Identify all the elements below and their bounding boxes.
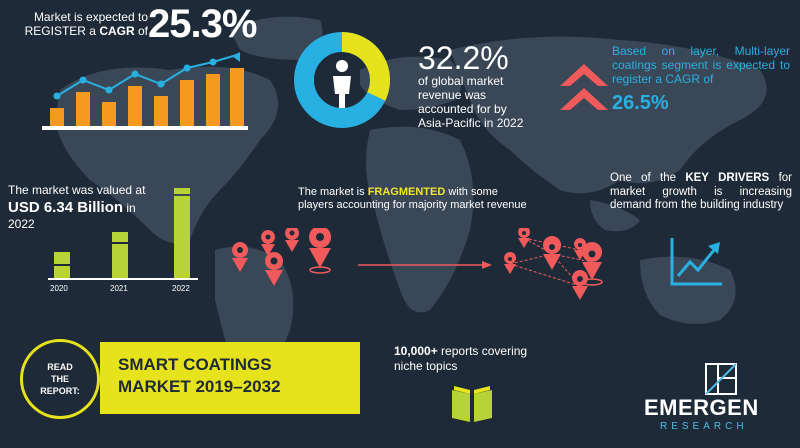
open-book-icon xyxy=(452,386,492,422)
reports-count-suffix: reports covering niche topics xyxy=(394,344,528,373)
key-drivers-suffix: for market growth is increasing demand f… xyxy=(610,172,792,211)
growth-bars-icon xyxy=(42,52,248,130)
asia-pacific-share-value: 32.2% xyxy=(418,40,509,76)
asia-pacific-donut-icon xyxy=(294,32,390,128)
cagr-caption-line2: REGISTER a CAGR of xyxy=(18,24,148,38)
key-drivers-bold: KEY DRIVERS xyxy=(685,172,770,184)
read-label-line2: THE xyxy=(51,374,69,384)
trend-chart-icon xyxy=(670,238,722,286)
key-drivers-prefix: One of the xyxy=(610,172,686,184)
cagr-caption: Market is expected to REGISTER a CAGR of xyxy=(18,10,148,38)
report-title[interactable]: SMART COATINGS MARKET 2019–2032 xyxy=(118,354,348,398)
logo-wordmark: EMERGEN xyxy=(644,395,759,420)
bar-year-2022: 2022 xyxy=(172,284,190,293)
fragmented-highlight: FRAGMENTED xyxy=(367,186,446,198)
key-drivers-caption: One of the KEY DRIVERS for market growth… xyxy=(610,172,792,213)
report-title-line1: SMART COATINGS xyxy=(118,355,272,374)
cagr-caption-bold: CAGR xyxy=(99,24,135,38)
valuation-amount-line: USD 6.34 Billion in xyxy=(8,199,136,216)
valuation-amount: USD 6.34 Billion xyxy=(8,199,124,216)
location-pins-left-icon xyxy=(232,228,332,286)
fragmented-prefix: The market is xyxy=(298,186,368,198)
layer-cagr-value: 26.5% xyxy=(612,92,669,114)
report-title-line2: MARKET 2019–2032 xyxy=(118,377,281,396)
read-report-badge[interactable] xyxy=(20,339,100,419)
valuation-amount-suffix: in xyxy=(123,201,136,215)
double-chevron-up-icon xyxy=(560,64,608,110)
emergen-logo-mark-icon xyxy=(705,363,737,395)
fragmented-suffix: with some players accounting for majorit… xyxy=(298,186,527,211)
cagr-value: 25.3% xyxy=(148,2,257,46)
bar-year-2021: 2021 xyxy=(110,284,128,293)
reports-count-bold: 10,000+ xyxy=(394,344,438,358)
layer-caption: Based on layer, Multi-layer coatings seg… xyxy=(612,44,790,86)
report-banner[interactable] xyxy=(100,342,360,414)
cagr-caption-suffix: of xyxy=(134,24,148,38)
read-report-label: READ THE REPORT: xyxy=(20,361,100,397)
read-label-line3: REPORT: xyxy=(40,386,80,396)
cagr-caption-line1: Market is expected to xyxy=(33,10,148,24)
asia-pacific-caption: of global market revenue was accounted f… xyxy=(418,74,524,130)
arrow-right-icon xyxy=(358,261,492,269)
read-label-line1: READ xyxy=(47,362,73,372)
location-network-icon xyxy=(504,228,603,300)
valuation-caption: The market was valued at xyxy=(8,183,146,197)
valuation-bars-icon xyxy=(48,188,198,280)
valuation-year: 2022 xyxy=(8,217,35,231)
fragmented-caption: The market is FRAGMENTED with some playe… xyxy=(298,186,528,212)
logo-subtitle: RESEARCH xyxy=(660,421,748,432)
cagr-caption-prefix: REGISTER a xyxy=(24,24,100,38)
reports-count-caption: 10,000+ reports covering niche topics xyxy=(394,344,544,374)
bar-year-2020: 2020 xyxy=(50,284,68,293)
